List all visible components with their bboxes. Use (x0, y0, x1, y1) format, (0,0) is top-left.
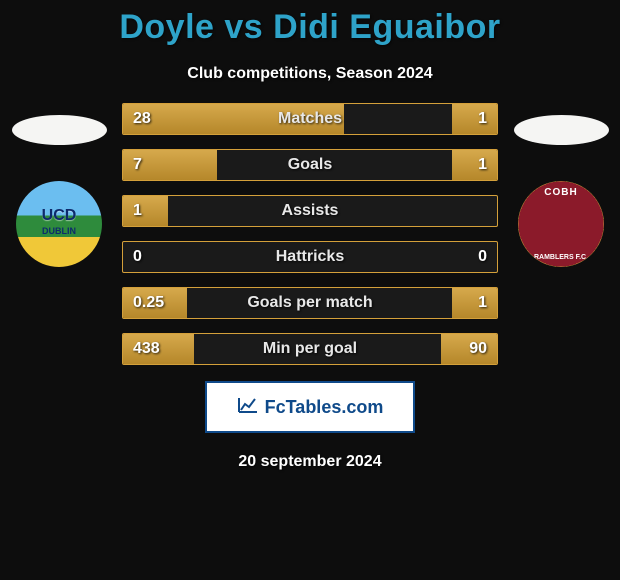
stat-value-right: 1 (478, 150, 487, 180)
player-right-crest: COBH RAMBLERS F.C. (518, 181, 604, 267)
stat-label: Matches (123, 104, 497, 134)
player-left-column: UCD DUBLIN (4, 103, 114, 267)
stat-label: Min per goal (123, 334, 497, 364)
stat-label: Goals (123, 150, 497, 180)
stat-bar: 0Hattricks0 (122, 241, 498, 273)
crest-left-main-label: UCD (16, 207, 102, 225)
player-left-crest: UCD DUBLIN (16, 181, 102, 267)
stats-column: 28Matches17Goals11Assists0Hattricks00.25… (114, 103, 506, 365)
stat-bar: 438Min per goal90 (122, 333, 498, 365)
subtitle: Club competitions, Season 2024 (0, 65, 620, 83)
stat-bar: 0.25Goals per match1 (122, 287, 498, 319)
stat-bar: 7Goals1 (122, 149, 498, 181)
stat-value-right: 90 (469, 334, 487, 364)
player-right-column: COBH RAMBLERS F.C. (506, 103, 616, 267)
crest-right-top-label: COBH (518, 187, 604, 198)
player-left-photo-placeholder (12, 115, 107, 145)
page-title: Doyle vs Didi Eguaibor (0, 0, 620, 47)
stat-label: Assists (123, 196, 497, 226)
player-right-photo-placeholder (514, 115, 609, 145)
brand-chart-icon (237, 396, 259, 419)
stat-value-right: 0 (478, 242, 487, 272)
crest-left-sub-label: DUBLIN (16, 226, 102, 236)
brand-name: FcTables.com (265, 397, 384, 418)
stat-label: Goals per match (123, 288, 497, 318)
stat-bar: 1Assists (122, 195, 498, 227)
crest-right-bottom-label: RAMBLERS F.C. (518, 254, 604, 261)
stat-bar: 28Matches1 (122, 103, 498, 135)
footer-date: 20 september 2024 (0, 453, 620, 471)
brand-badge[interactable]: FcTables.com (205, 381, 415, 433)
stat-label: Hattricks (123, 242, 497, 272)
comparison-row: UCD DUBLIN 28Matches17Goals11Assists0Hat… (0, 103, 620, 365)
stat-value-right: 1 (478, 288, 487, 318)
stat-value-right: 1 (478, 104, 487, 134)
